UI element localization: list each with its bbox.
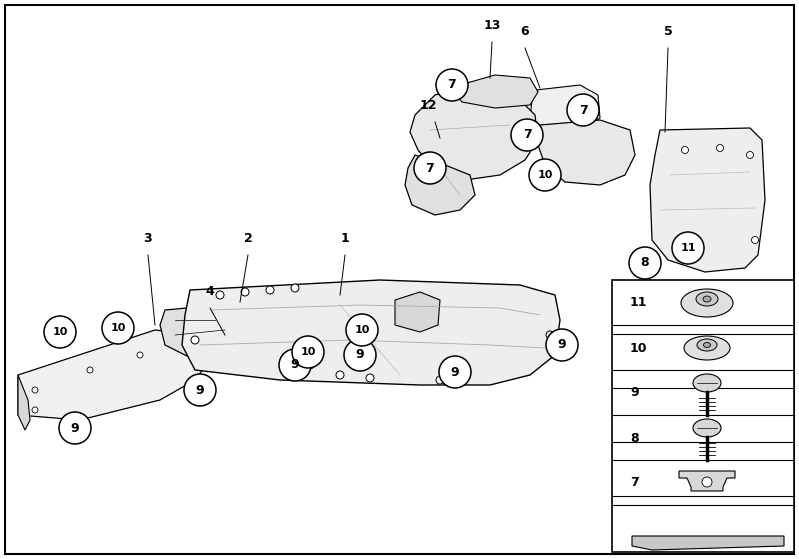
Polygon shape	[632, 536, 784, 550]
Text: 12: 12	[419, 99, 437, 112]
Polygon shape	[182, 280, 560, 385]
Circle shape	[529, 159, 561, 191]
Text: 10: 10	[354, 325, 370, 335]
Ellipse shape	[697, 339, 717, 351]
Polygon shape	[405, 155, 475, 215]
Text: 10: 10	[110, 323, 125, 333]
Circle shape	[32, 407, 38, 413]
Text: 7: 7	[578, 103, 587, 116]
Polygon shape	[390, 292, 422, 328]
Circle shape	[439, 356, 471, 388]
Polygon shape	[160, 305, 245, 360]
Circle shape	[137, 352, 143, 358]
Ellipse shape	[696, 292, 718, 306]
Text: 3: 3	[144, 232, 153, 245]
Text: 11: 11	[630, 296, 647, 310]
Text: 7: 7	[426, 162, 435, 174]
Text: 9: 9	[558, 339, 566, 352]
Circle shape	[436, 69, 468, 101]
Circle shape	[546, 329, 578, 361]
Text: 9: 9	[451, 366, 459, 378]
Circle shape	[216, 291, 224, 299]
Polygon shape	[18, 330, 210, 420]
Text: 10: 10	[537, 170, 553, 180]
Text: 2: 2	[244, 232, 252, 245]
Text: 5: 5	[664, 25, 673, 38]
Ellipse shape	[684, 336, 730, 360]
FancyBboxPatch shape	[612, 280, 794, 552]
Ellipse shape	[681, 289, 733, 317]
Polygon shape	[410, 88, 538, 180]
FancyBboxPatch shape	[5, 5, 794, 554]
Text: 9: 9	[291, 358, 300, 372]
Text: 11: 11	[680, 243, 696, 253]
Circle shape	[414, 152, 446, 184]
Circle shape	[677, 254, 683, 262]
Circle shape	[336, 371, 344, 379]
Polygon shape	[18, 375, 30, 430]
Circle shape	[629, 247, 661, 279]
Text: 10: 10	[630, 342, 647, 354]
Circle shape	[292, 336, 324, 368]
Circle shape	[279, 349, 311, 381]
Circle shape	[184, 374, 216, 406]
Ellipse shape	[693, 374, 721, 392]
Circle shape	[306, 361, 314, 369]
Text: 7: 7	[447, 78, 456, 92]
Circle shape	[436, 376, 444, 384]
Circle shape	[191, 336, 199, 344]
Circle shape	[672, 232, 704, 264]
Circle shape	[702, 477, 712, 487]
Text: 13: 13	[483, 19, 501, 32]
Circle shape	[546, 331, 554, 339]
Text: 10: 10	[52, 327, 68, 337]
Polygon shape	[650, 128, 765, 272]
Circle shape	[682, 146, 689, 154]
Circle shape	[266, 286, 274, 294]
Text: 00214683: 00214683	[732, 537, 779, 547]
Polygon shape	[679, 471, 735, 491]
Text: 8: 8	[630, 432, 638, 444]
Text: 6: 6	[521, 25, 529, 38]
Circle shape	[32, 387, 38, 393]
Polygon shape	[395, 292, 440, 332]
Circle shape	[241, 288, 249, 296]
Circle shape	[346, 314, 378, 346]
Polygon shape	[455, 75, 538, 108]
Circle shape	[717, 144, 724, 151]
Ellipse shape	[703, 343, 710, 348]
Text: 4: 4	[205, 285, 214, 298]
Polygon shape	[245, 295, 405, 330]
Polygon shape	[530, 85, 600, 130]
Circle shape	[87, 367, 93, 373]
Text: 10: 10	[300, 347, 316, 357]
Circle shape	[59, 412, 91, 444]
Ellipse shape	[703, 296, 711, 302]
Circle shape	[44, 316, 76, 348]
Circle shape	[291, 284, 299, 292]
Text: 8: 8	[641, 257, 650, 269]
Circle shape	[344, 339, 376, 371]
Text: 1: 1	[340, 232, 349, 245]
Text: 9: 9	[630, 386, 638, 400]
Circle shape	[366, 374, 374, 382]
Circle shape	[752, 236, 758, 244]
Text: 7: 7	[523, 129, 531, 141]
Polygon shape	[538, 120, 635, 185]
Ellipse shape	[693, 419, 721, 437]
Circle shape	[102, 312, 134, 344]
Text: 9: 9	[356, 348, 364, 362]
Circle shape	[567, 94, 599, 126]
Text: 7: 7	[630, 476, 638, 490]
Text: 9: 9	[196, 383, 205, 396]
Circle shape	[511, 119, 543, 151]
Text: 9: 9	[70, 421, 79, 434]
Circle shape	[746, 151, 753, 159]
